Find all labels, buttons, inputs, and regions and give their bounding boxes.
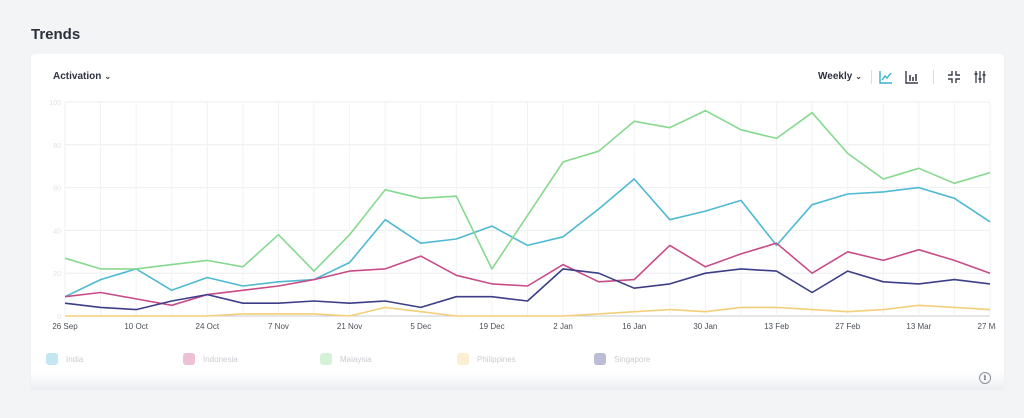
series-line-malaysia: [64, 109, 991, 272]
x-tick-label: 27 Feb: [835, 322, 860, 331]
chevron-down-icon: ⌄: [855, 72, 862, 81]
bar-chart-toggle[interactable]: [904, 69, 920, 85]
line-chart-toggle[interactable]: [878, 69, 894, 85]
toolbar-divider: [933, 70, 934, 84]
legend-item-singapore[interactable]: Singapore: [594, 349, 731, 369]
trends-card: [31, 54, 1004, 388]
legend-item-indonesia[interactable]: Indonesia: [183, 349, 320, 369]
period-dropdown-label: Weekly: [818, 71, 853, 82]
legend-item-malaysia[interactable]: Malaysia: [320, 349, 457, 369]
legend-item-philippines[interactable]: Philippines: [457, 349, 594, 369]
period-dropdown[interactable]: Weekly ⌄: [818, 71, 862, 82]
legend-label: Indonesia: [203, 354, 238, 364]
bar-chart-icon: [905, 71, 918, 84]
page-title: Trends: [31, 26, 81, 43]
x-tick-label: 27 Mar: [978, 322, 996, 331]
series-line-india: [64, 178, 991, 298]
x-tick-label: 7 Nov: [268, 322, 289, 331]
x-tick-label: 10 Oct: [124, 322, 148, 331]
info-icon[interactable]: i: [979, 372, 991, 384]
toolbar-divider: [871, 70, 872, 84]
legend-swatch: [457, 353, 469, 365]
x-tick-label: 13 Mar: [906, 322, 931, 331]
trends-line-chart: 0 20 40 60 80 100 26 Sep 10 Oct 24 Oct 7 Nov 21 No…: [49, 100, 996, 331]
legend-label: Malaysia: [340, 354, 372, 364]
x-tick-label: 30 Jan: [693, 322, 717, 331]
legend-item-india[interactable]: India: [46, 349, 183, 369]
x-tick-label: 2 Jan: [553, 322, 573, 331]
y-tick-label: 80: [53, 143, 61, 150]
y-tick-label: 40: [53, 228, 61, 235]
metric-dropdown-label: Activation: [53, 71, 102, 82]
legend-label: Singapore: [614, 354, 651, 364]
y-tick-label: 100: [49, 100, 61, 107]
series-line-singapore: [64, 268, 991, 311]
legend-label: India: [66, 354, 84, 364]
chevron-down-icon: ⌄: [104, 72, 112, 81]
x-tick-label: 21 Nov: [337, 322, 362, 331]
legend-label: Philippines: [477, 354, 516, 364]
collapse-button[interactable]: [946, 69, 962, 85]
legend-swatch: [183, 353, 195, 365]
x-tick-label: 19 Dec: [479, 322, 504, 331]
y-tick-label: 20: [53, 271, 61, 278]
collapse-icon: [948, 71, 960, 83]
y-tick-label: 0: [57, 314, 61, 321]
legend-swatch: [320, 353, 332, 365]
legend-swatch: [46, 353, 58, 365]
x-tick-label: 13 Feb: [764, 322, 789, 331]
x-tick-label: 26 Sep: [52, 322, 78, 331]
y-tick-label: 60: [53, 186, 61, 193]
series-line-indonesia: [64, 242, 991, 307]
line-chart-icon: [879, 71, 892, 84]
card-footer-shade: [31, 372, 1004, 390]
x-tick-label: 16 Jan: [622, 322, 646, 331]
chart-legend: India Indonesia Malaysia Philippines Singapo…: [46, 349, 731, 369]
series-line-philippines: [65, 304, 991, 317]
legend-swatch: [594, 353, 606, 365]
x-tick-label: 24 Oct: [196, 322, 220, 331]
metric-dropdown[interactable]: Activation ⌄: [53, 71, 111, 82]
filter-sliders-icon: [974, 71, 986, 83]
filter-button[interactable]: [972, 69, 988, 85]
x-tick-label: 5 Dec: [410, 322, 431, 331]
